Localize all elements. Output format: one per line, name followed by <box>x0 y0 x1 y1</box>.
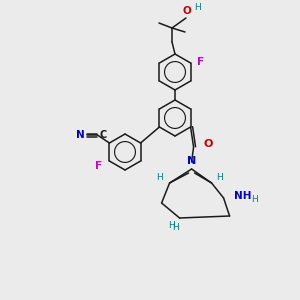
Text: H: H <box>172 223 179 232</box>
Text: NH: NH <box>234 191 251 201</box>
Text: H: H <box>194 3 201 12</box>
Text: F: F <box>95 161 102 171</box>
Text: N: N <box>76 130 84 140</box>
Text: O: O <box>204 139 213 149</box>
Text: F: F <box>196 57 204 67</box>
Text: H: H <box>252 196 258 205</box>
Text: O: O <box>183 6 191 16</box>
Text: C: C <box>99 130 107 140</box>
Text: H: H <box>217 173 223 182</box>
Text: N: N <box>187 156 196 166</box>
Text: H: H <box>156 173 163 182</box>
Text: H: H <box>168 221 175 230</box>
